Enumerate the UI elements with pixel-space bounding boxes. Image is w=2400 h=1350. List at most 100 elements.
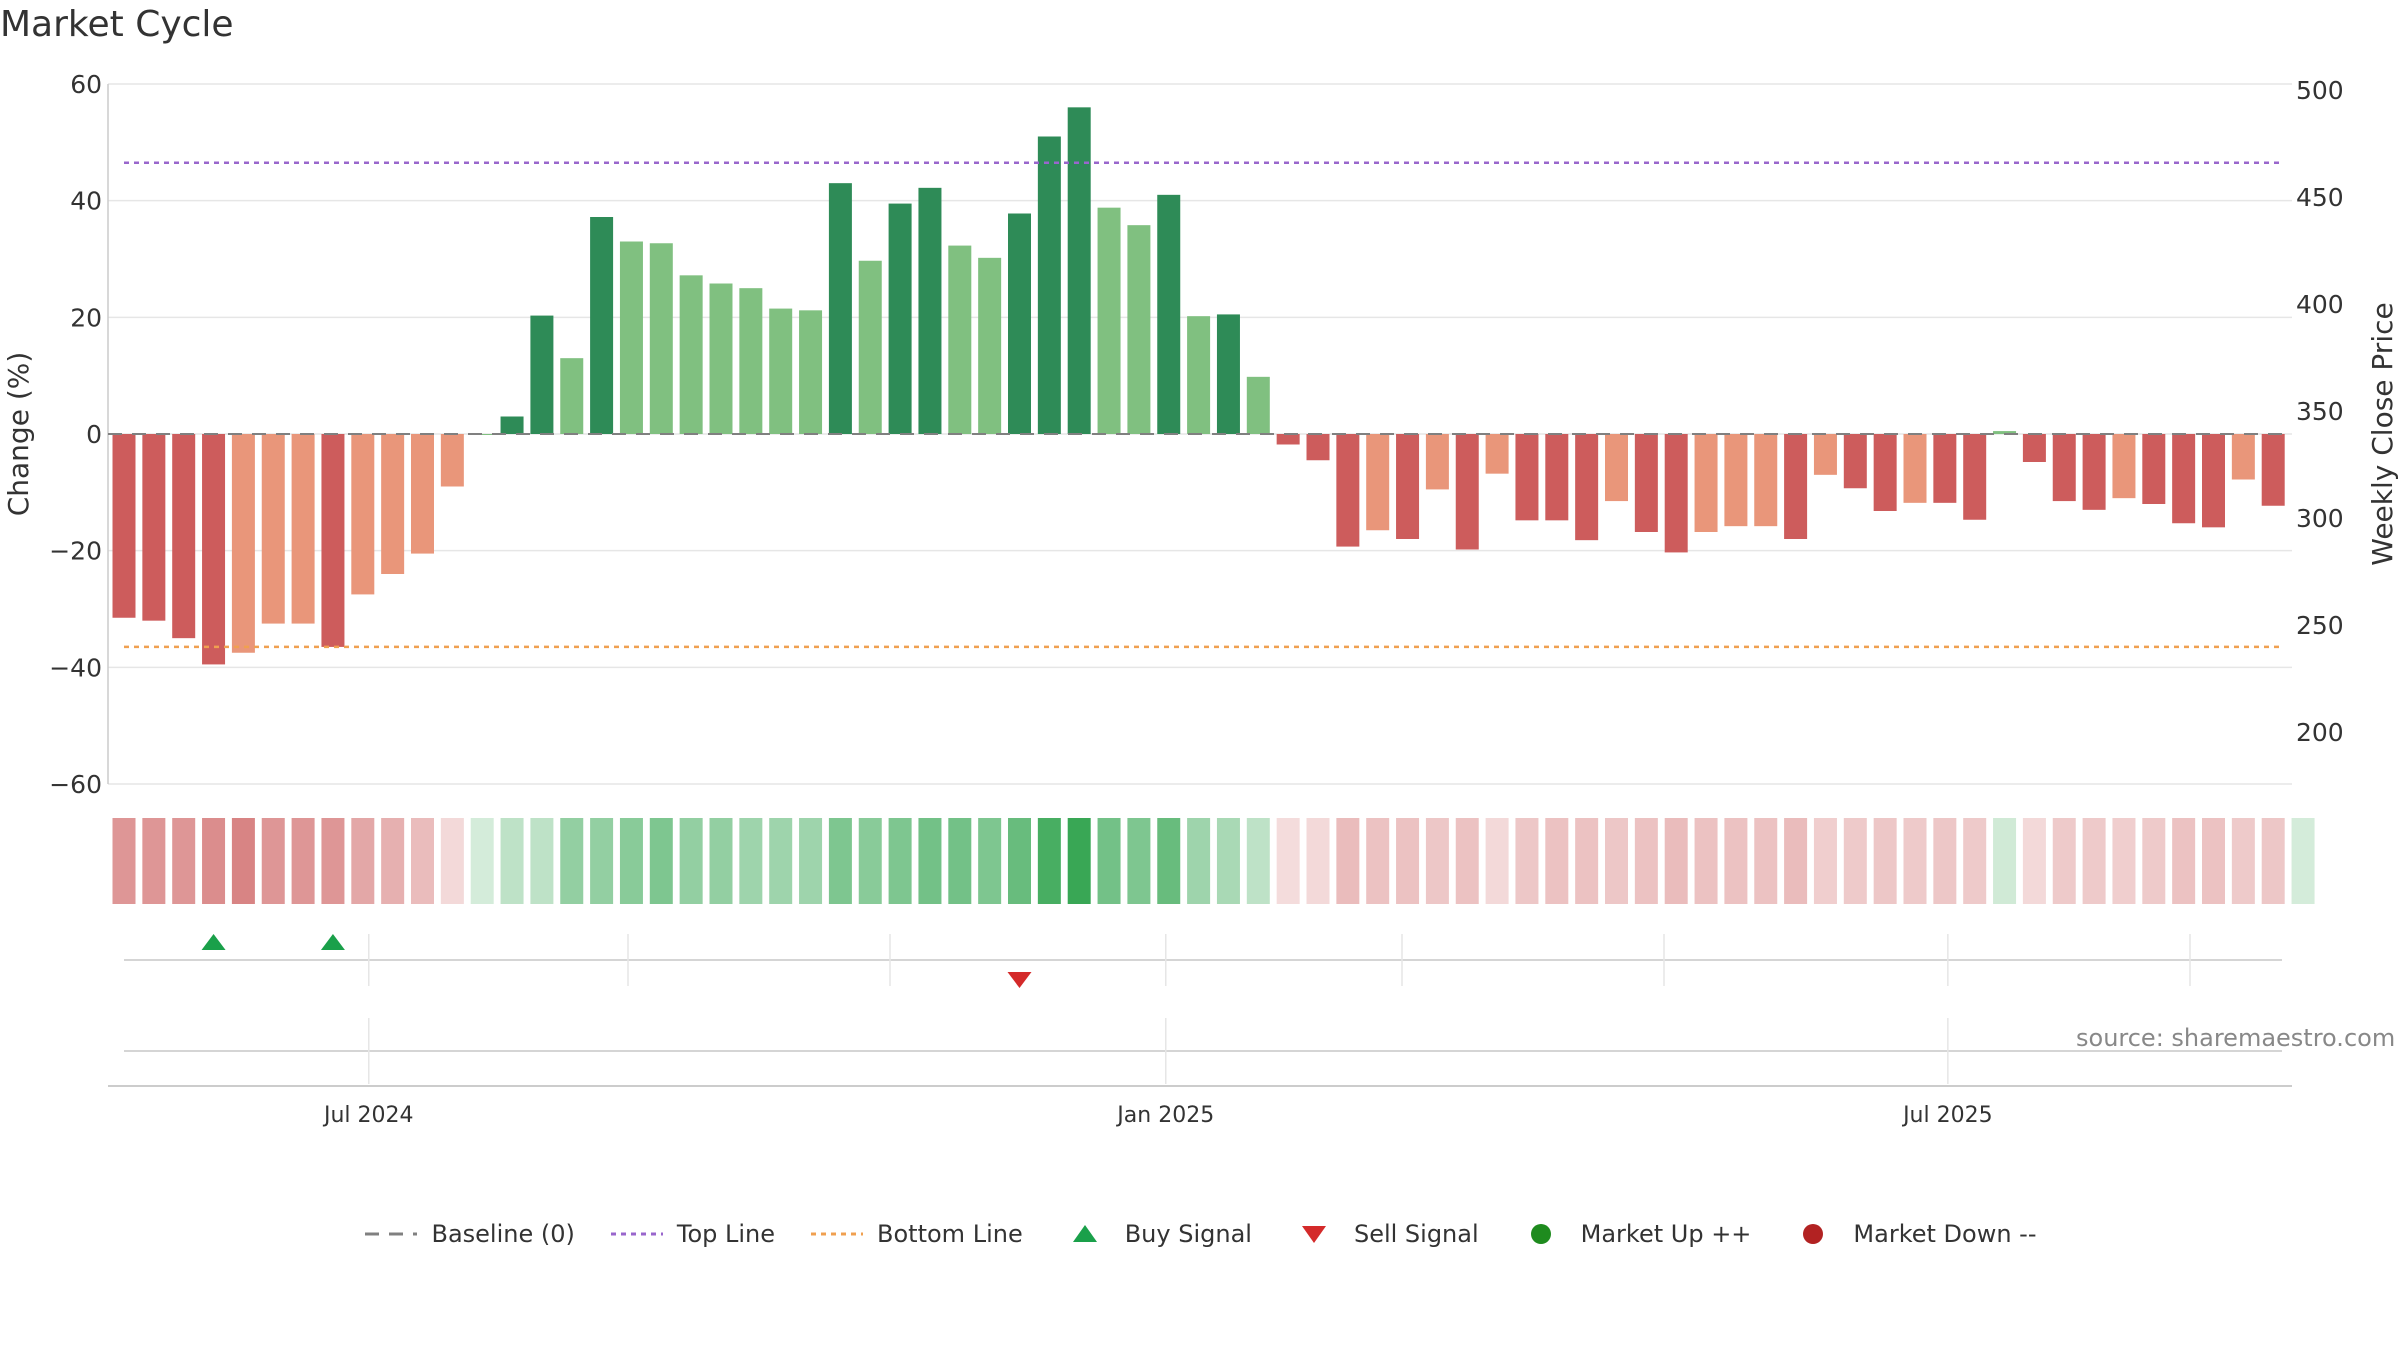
heat-cell xyxy=(142,818,166,904)
y-axis-label: Change (%) xyxy=(2,352,35,517)
heat-cell xyxy=(411,818,434,904)
bar xyxy=(1067,107,1091,434)
bar xyxy=(231,434,255,653)
heat-cell xyxy=(351,818,375,904)
legend-label-sell-signal: Sell Signal xyxy=(1353,1220,1479,1248)
x-tick-label: Jul 2025 xyxy=(1901,1103,1993,1128)
heat-cell xyxy=(739,818,763,904)
bar xyxy=(1216,314,1240,434)
bar xyxy=(381,434,405,574)
heat-cell xyxy=(440,818,464,904)
heat-cell xyxy=(2022,818,2046,904)
legend-item-market-down[interactable]: Market Down -- xyxy=(1785,1220,2037,1248)
heat-cell xyxy=(1575,818,1599,904)
y-tick-label: 40 xyxy=(70,187,102,216)
bar xyxy=(291,434,315,624)
bar xyxy=(1157,194,1181,434)
bar xyxy=(2142,434,2166,504)
bar xyxy=(202,434,226,665)
bar xyxy=(500,416,524,434)
circle-red-icon xyxy=(1803,1224,1824,1244)
heat-cell xyxy=(1784,818,1808,904)
heat-cell xyxy=(1694,818,1718,904)
sell-signal-marker xyxy=(1007,972,1032,988)
buy-signal-marker xyxy=(320,934,345,950)
heat-cell xyxy=(2172,818,2196,904)
heat-cell xyxy=(828,818,852,904)
legend-label-buy-signal: Buy Signal xyxy=(1124,1220,1252,1248)
y2-tick-label: 400 xyxy=(2296,290,2344,319)
bar xyxy=(709,283,733,434)
bar xyxy=(1754,434,1778,527)
heat-cell xyxy=(2231,818,2255,904)
bar xyxy=(1008,213,1031,434)
bar xyxy=(858,260,882,434)
bar xyxy=(1993,431,2017,434)
heat-cell xyxy=(709,818,733,904)
heat-cell xyxy=(381,818,405,904)
bar xyxy=(2082,434,2106,510)
bar xyxy=(1933,434,1957,503)
dotted-line-orange-icon xyxy=(811,1232,864,1236)
bar xyxy=(2261,434,2285,506)
bar xyxy=(1336,434,1360,547)
bar xyxy=(1425,434,1449,490)
heat-cell xyxy=(858,818,882,904)
heat-cell xyxy=(231,818,255,904)
heat-cell xyxy=(2261,818,2285,904)
x-tick-label: Jul 2024 xyxy=(322,1103,414,1128)
heat-cell xyxy=(978,818,1002,904)
bar xyxy=(769,308,793,434)
bar xyxy=(2231,434,2255,480)
heat-cell xyxy=(1545,818,1569,904)
bar xyxy=(1813,434,1837,475)
bar xyxy=(470,434,494,435)
bar xyxy=(560,358,584,434)
y2-tick-label: 500 xyxy=(2296,76,2344,105)
bar xyxy=(2112,434,2136,499)
bar xyxy=(1515,434,1539,521)
bar xyxy=(2172,434,2196,524)
dotted-line-purple-icon xyxy=(610,1232,663,1236)
bar xyxy=(1843,434,1867,489)
heat-cell xyxy=(1306,818,1330,904)
heat-cell xyxy=(1455,818,1479,904)
heat-cell xyxy=(202,818,226,904)
bar xyxy=(1634,434,1658,532)
legend-item-sell-signal[interactable]: Sell Signal xyxy=(1286,1220,1479,1248)
bar xyxy=(590,217,614,434)
bar xyxy=(1575,434,1599,541)
heat-cell xyxy=(769,818,793,904)
bar xyxy=(918,187,942,434)
bar xyxy=(1664,434,1688,553)
heat-cell xyxy=(1963,818,1987,904)
heat-cell xyxy=(1216,818,1240,904)
legend-item-buy-signal[interactable]: Buy Signal xyxy=(1057,1220,1252,1248)
bar xyxy=(1306,434,1330,461)
bar xyxy=(411,434,434,554)
heat-cell xyxy=(649,818,673,904)
bar xyxy=(1097,207,1121,434)
legend-item-baseline[interactable]: Baseline (0) xyxy=(363,1220,575,1248)
legend-item-market-up[interactable]: Market Up ++ xyxy=(1513,1220,1751,1248)
legend-item-bottom-line[interactable]: Bottom Line xyxy=(809,1220,1023,1248)
legend-label-market-down: Market Down -- xyxy=(1853,1220,2037,1248)
heat-cell xyxy=(1396,818,1420,904)
circle-green-icon xyxy=(1530,1224,1551,1244)
bar xyxy=(142,434,166,621)
bar xyxy=(351,434,375,595)
heat-cell xyxy=(1903,818,1927,904)
heat-cell xyxy=(2291,818,2315,904)
legend-item-top-line[interactable]: Top Line xyxy=(609,1220,775,1248)
heat-cell xyxy=(1276,818,1300,904)
y2-axis-label: Weekly Close Price xyxy=(2366,302,2399,565)
bar xyxy=(1605,434,1628,502)
bar xyxy=(1724,434,1748,527)
heat-cell xyxy=(888,818,912,904)
y-tick-label: −20 xyxy=(49,537,102,566)
heat-cell xyxy=(291,818,315,904)
heat-cell xyxy=(1664,818,1688,904)
bar xyxy=(1963,434,1987,520)
bar xyxy=(888,203,912,434)
y2-tick-label: 350 xyxy=(2296,397,2344,426)
